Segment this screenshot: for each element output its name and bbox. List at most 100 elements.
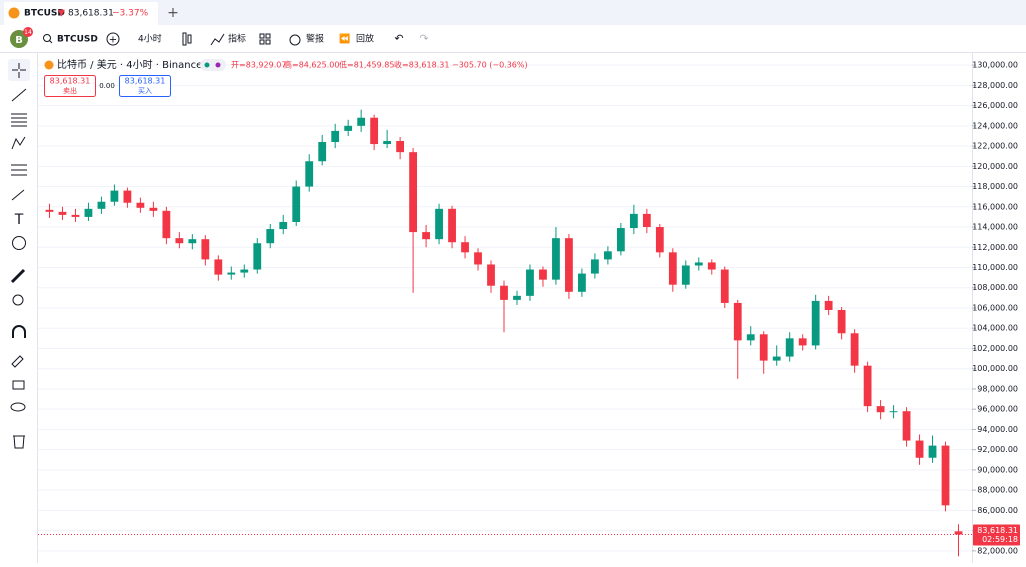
candle-body — [889, 411, 898, 413]
undo[interactable]: ↶ — [394, 32, 403, 45]
fib-tool[interactable] — [11, 113, 27, 127]
pattern-tool[interactable] — [11, 136, 26, 150]
candle-body — [292, 186, 301, 222]
y-tick-label: 126,000.00 — [972, 101, 1018, 110]
alert-icon — [289, 34, 301, 46]
interval[interactable]: 4小时 — [138, 33, 162, 45]
avatar[interactable] — [10, 30, 28, 48]
candle-body — [201, 239, 210, 260]
visibility-tool[interactable] — [10, 402, 26, 412]
candle-body — [578, 273, 586, 292]
tab-bar — [0, 0, 1026, 25]
zoom-tool[interactable] — [12, 294, 24, 306]
candle-body — [707, 262, 716, 270]
candle-body — [162, 210, 171, 239]
data-icon — [215, 62, 221, 68]
candle-body — [188, 239, 197, 244]
candle-body — [863, 365, 872, 407]
text-tool[interactable]: T — [14, 212, 24, 228]
replay[interactable]: 回放 — [356, 33, 374, 45]
candle-body — [694, 262, 703, 266]
candle-body — [668, 252, 677, 285]
alert[interactable]: 警报 — [306, 33, 324, 45]
y-tick-label: 120,000.00 — [972, 162, 1018, 171]
badge — [23, 27, 33, 37]
tab-price: 83,618.31 — [68, 9, 114, 19]
candle-body — [565, 238, 573, 292]
candle-body — [500, 285, 508, 300]
candle-body — [71, 214, 80, 217]
candle-body — [876, 406, 885, 413]
crosshair-icon — [12, 63, 26, 78]
layout-icon[interactable] — [259, 33, 265, 39]
y-tick-label: 128,000.00 — [972, 81, 1018, 90]
candle-body — [305, 161, 314, 187]
toolbar-symbol[interactable]: BTCUSD — [57, 35, 98, 45]
candle-body — [45, 209, 54, 212]
magnet-tool[interactable] — [12, 325, 26, 338]
legend-change: −305.70 (−0.36%) — [452, 61, 528, 70]
candle-body — [279, 221, 288, 230]
lock-drawing-tool[interactable] — [11, 355, 24, 368]
candle-body — [798, 338, 807, 346]
candle-icon[interactable] — [182, 32, 187, 46]
chart-title: 比特币 / 美元 · 4小时 · Binance — [57, 58, 202, 71]
y-tick-label: 110,000.00 — [972, 263, 1018, 272]
y-tick-label: 112,000.00 — [972, 243, 1018, 252]
candle-body — [136, 202, 145, 208]
layout-icon — [265, 33, 271, 39]
projection-tool[interactable] — [11, 164, 27, 176]
candle-body — [149, 207, 158, 211]
compare-button[interactable] — [106, 32, 120, 46]
y-tick-label: 106,000.00 — [972, 303, 1018, 312]
y-tick-label: 86,000.00 — [977, 506, 1018, 515]
delete-tool[interactable] — [13, 435, 25, 449]
status-pill[interactable] — [200, 59, 226, 71]
plot: 82,000.0084,000.0086,000.0088,000.0090,0… — [38, 61, 1020, 557]
candle-body — [513, 295, 521, 300]
sell-button[interactable] — [44, 75, 96, 97]
candle-body — [772, 356, 781, 361]
candle-body — [422, 232, 430, 240]
candle-body — [526, 269, 534, 296]
candle-body — [915, 440, 924, 458]
new-tab[interactable]: + — [167, 5, 179, 21]
candle-body — [474, 252, 482, 265]
candle-body — [435, 208, 443, 240]
candle-body — [681, 265, 690, 285]
candle-body — [941, 445, 950, 506]
candle-body — [733, 302, 742, 341]
emoji-tool[interactable] — [12, 236, 26, 250]
lock-tool[interactable] — [12, 380, 25, 390]
redo[interactable]: ↷ — [419, 32, 428, 45]
ruler-tool[interactable] — [10, 268, 26, 284]
brush-tool[interactable] — [11, 189, 25, 201]
y-tick-label: 98,000.00 — [977, 384, 1018, 393]
y-tick-label: 108,000.00 — [972, 283, 1018, 292]
candle-body — [591, 259, 599, 274]
candle-body — [448, 208, 456, 243]
buy-button[interactable] — [119, 75, 171, 97]
y-tick-label: 118,000.00 — [972, 182, 1018, 191]
candle-body — [603, 251, 612, 260]
candle-body — [616, 228, 625, 252]
tab[interactable] — [4, 2, 158, 25]
crosshair-tool[interactable] — [8, 59, 30, 81]
candle-body — [227, 272, 236, 275]
candle-body — [629, 213, 638, 229]
candle-body — [266, 229, 275, 244]
candle-body — [123, 190, 132, 203]
candle-body — [370, 117, 379, 145]
y-tick-label: 94,000.00 — [977, 425, 1018, 434]
trendline-tool[interactable] — [11, 88, 27, 102]
y-tick-label: 122,000.00 — [972, 142, 1018, 151]
replay-icon: ⏪ — [339, 33, 350, 45]
candle-body — [383, 141, 392, 145]
candle-body — [811, 300, 820, 346]
indicators[interactable]: 指标 — [228, 33, 246, 45]
candle-body — [850, 333, 859, 366]
candle-body — [655, 227, 664, 253]
candle-icon — [187, 34, 192, 44]
legend-close: 收=83,618.31 — [394, 60, 449, 70]
